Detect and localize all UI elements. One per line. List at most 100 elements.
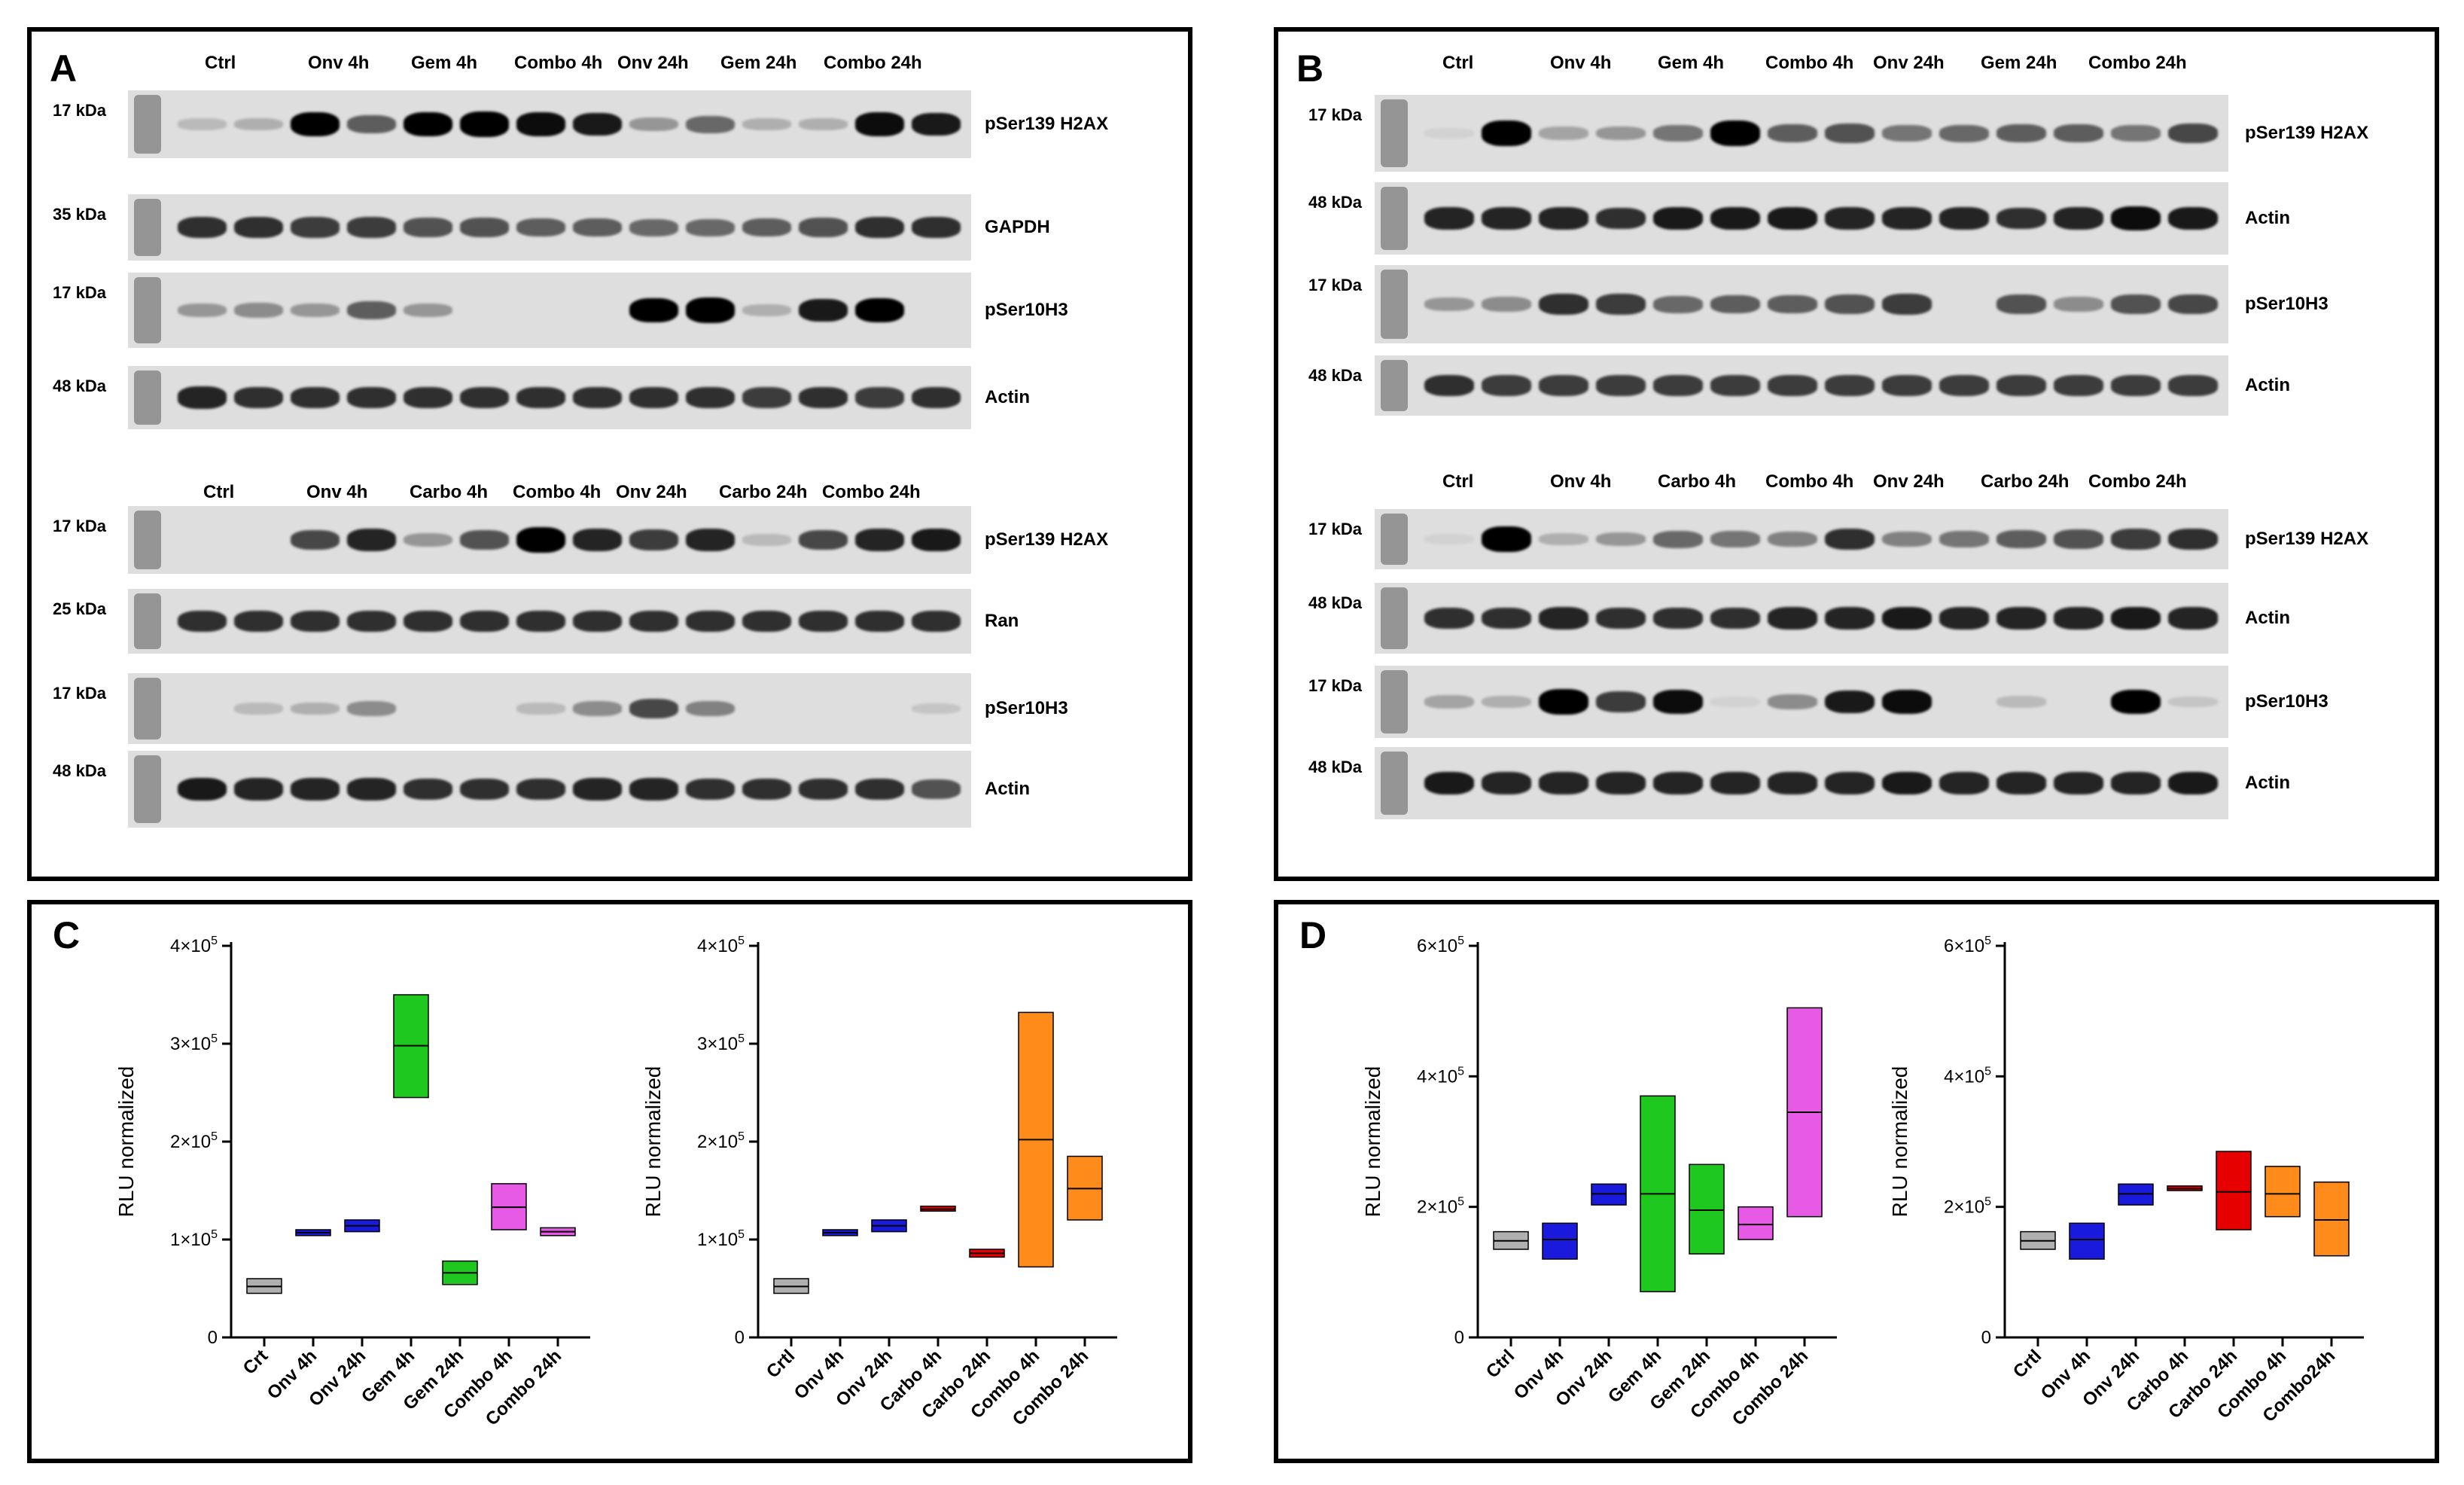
band	[1939, 607, 1989, 630]
band	[629, 297, 678, 323]
ladder-lane	[1381, 587, 1408, 649]
y-tick-exponent: 5	[738, 1032, 745, 1045]
lane-label: Onv 4h	[1550, 53, 1612, 73]
marker-label: 17 kDa	[53, 101, 106, 120]
band	[404, 778, 452, 800]
band	[234, 703, 283, 715]
protein-label: pSer139 H2AX	[985, 529, 1109, 550]
band	[1882, 606, 1932, 630]
band	[460, 778, 509, 800]
band	[2168, 294, 2218, 315]
band	[1539, 607, 1588, 630]
marker-label: 48 kDa	[1308, 193, 1362, 212]
bar	[2069, 1222, 2105, 1260]
band	[1596, 691, 1646, 712]
band	[1939, 124, 1989, 142]
protein-label: pSer10H3	[985, 698, 1068, 718]
band	[347, 778, 396, 800]
band	[1539, 207, 1588, 230]
marker-label: 48 kDa	[53, 377, 106, 395]
band	[291, 610, 340, 633]
y-tick-exponent: 5	[1457, 935, 1464, 947]
lane-label: Combo 24h	[822, 482, 921, 502]
band	[1424, 695, 1474, 709]
band	[799, 117, 848, 131]
lane-label: Combo 4h	[1765, 53, 1854, 73]
band	[1996, 207, 2046, 230]
band	[1653, 295, 1703, 313]
band	[2111, 125, 2161, 142]
panel-d: D 0 2×105 4×105 6×105 RLU normalized Ctrl Onv …	[1274, 900, 2439, 1463]
panel-b-letter: B	[1296, 47, 1324, 90]
band	[1596, 126, 1646, 141]
band	[1539, 127, 1588, 140]
band	[2168, 696, 2218, 708]
band	[291, 778, 340, 800]
band	[1825, 528, 1875, 550]
band	[742, 117, 791, 131]
band	[234, 303, 283, 318]
band	[2054, 123, 2103, 143]
band	[912, 528, 961, 552]
band	[1710, 206, 1760, 230]
band	[347, 529, 396, 551]
band	[629, 778, 678, 800]
band	[1482, 375, 1531, 396]
lane-label: Onv 4h	[308, 53, 370, 73]
ladder-lane	[1381, 99, 1408, 167]
band	[686, 700, 735, 717]
band	[1825, 207, 1875, 230]
ladder-lane	[1381, 514, 1408, 565]
band	[629, 218, 678, 236]
band	[799, 386, 848, 409]
band	[460, 386, 509, 409]
protein-label: Actin	[2245, 773, 2290, 793]
band	[1653, 375, 1703, 396]
band	[686, 778, 735, 800]
y-tick-exponent: 5	[211, 1130, 218, 1143]
band	[1710, 375, 1760, 396]
band	[234, 117, 283, 131]
y-tick-label: 0	[1454, 1328, 1464, 1348]
protein-label: Actin	[985, 387, 1030, 407]
band	[1482, 297, 1531, 312]
y-axis-label: RLU normalized	[114, 1066, 138, 1218]
band	[742, 534, 791, 546]
band	[516, 527, 565, 553]
lane-label: Gem 24h	[1981, 53, 2057, 73]
band	[234, 386, 283, 409]
y-tick-exponent: 5	[211, 1228, 218, 1241]
lane-label: Gem 24h	[720, 53, 797, 73]
marker-label: 17 kDa	[1308, 276, 1362, 294]
marker-label: 48 kDa	[53, 761, 106, 780]
lane-label: Ctrl	[205, 53, 236, 73]
ladder-lane	[1381, 670, 1408, 733]
ladder-lane	[134, 678, 161, 739]
band	[1882, 125, 1932, 142]
band	[1653, 206, 1703, 230]
y-tick-exponent: 5	[738, 935, 745, 947]
band	[573, 218, 622, 237]
y-tick-exponent: 5	[211, 1032, 218, 1045]
blot-strip	[128, 273, 971, 348]
bar	[1689, 1163, 1725, 1255]
band	[404, 218, 452, 237]
band	[460, 610, 509, 633]
panel-c: C 0 1×105 2×105 3×105 4×105 RLU normalized Crt…	[27, 900, 1192, 1463]
band	[516, 610, 565, 633]
y-tick-exponent: 5	[1984, 935, 1991, 947]
y-tick-label: 0	[1981, 1328, 1991, 1348]
band	[516, 218, 565, 237]
blot-strip	[1375, 95, 2228, 172]
band	[1539, 375, 1588, 396]
band	[912, 610, 961, 633]
band	[799, 218, 848, 237]
band	[912, 112, 961, 136]
y-tick-label: 0	[735, 1328, 745, 1348]
band	[1596, 207, 1646, 230]
band	[1710, 531, 1760, 547]
blot-strip	[128, 673, 971, 744]
bar	[2313, 1181, 2350, 1257]
band	[1482, 526, 1531, 552]
